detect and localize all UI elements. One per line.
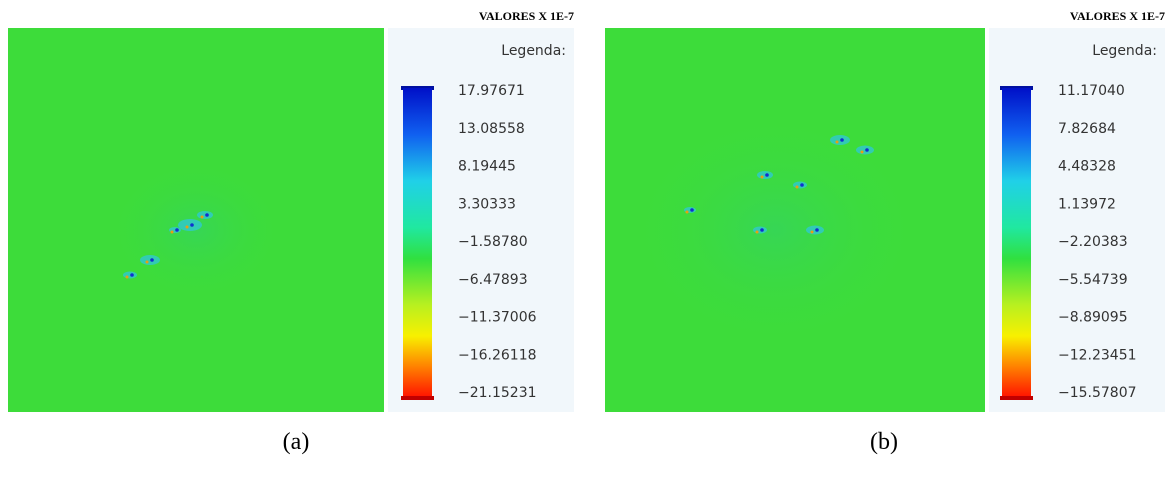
field-feature [815, 228, 819, 232]
panel: VALORES X 1E-7 Legenda: 11.17040 7.82684 4.4… [605, 9, 1165, 455]
field-feature [806, 226, 824, 235]
legend-label: −5.54739 [1058, 272, 1128, 288]
field-feature [861, 151, 864, 154]
panel: VALORES X 1E-7 Legenda: 17.97671 13.08558 8.… [8, 9, 574, 455]
legend-label: −15.57807 [1058, 385, 1137, 401]
caption: (a) [283, 429, 310, 455]
legend-label: −6.47893 [458, 272, 528, 288]
field-feature [197, 211, 213, 219]
legend-label: 11.17040 [1058, 83, 1125, 99]
field-feature [190, 223, 194, 227]
field-feature [686, 211, 689, 214]
colorbar [403, 88, 432, 398]
caption: (b) [870, 429, 898, 455]
field-feature [796, 186, 799, 189]
legend-label: 3.30333 [458, 196, 516, 212]
field-feature [761, 176, 764, 179]
legend-header: VALORES X 1E-7 [1070, 9, 1165, 23]
field-feature [865, 148, 869, 152]
field-feature [765, 173, 769, 177]
legend-label: −12.23451 [1058, 347, 1137, 363]
colorbar-cap [401, 396, 434, 400]
legend-label: −21.15231 [458, 385, 537, 401]
field-feature [175, 228, 179, 232]
field-feature [757, 171, 773, 179]
legend-label: 4.48328 [1058, 159, 1116, 175]
legend-label: 17.97671 [458, 83, 525, 99]
field-feature [186, 226, 189, 229]
legend-label: 8.19445 [458, 159, 516, 175]
legend-label: −11.37006 [458, 310, 537, 326]
colorbar-cap [1000, 396, 1033, 400]
page: {"panels": [ {"header": "VALORES X 1E-7"… [0, 0, 1173, 486]
field-feature [811, 231, 814, 234]
field-feature [793, 182, 807, 189]
field-feature [756, 231, 759, 234]
field-feature [760, 228, 764, 232]
field-feature [146, 261, 149, 264]
field-feature [840, 138, 844, 142]
figure: VALORES X 1E-7 Legenda: 17.97671 13.08558 8.… [0, 0, 1173, 486]
field-feature [800, 183, 804, 187]
legend-label: 7.82684 [1058, 121, 1116, 137]
field-feature [123, 272, 137, 279]
colorbar [1002, 88, 1031, 398]
field-feature [178, 219, 202, 231]
field-disturbance [625, 110, 925, 350]
legend-label: −2.20383 [1058, 234, 1128, 250]
field-feature [753, 227, 767, 234]
field-feature [836, 141, 839, 144]
field-feature [856, 146, 874, 155]
field-feature [171, 231, 174, 234]
field-feature [205, 213, 209, 217]
field-feature [201, 216, 204, 219]
legend-label: −1.58780 [458, 234, 528, 250]
legend-title: Legenda: [501, 43, 566, 59]
field-feature [150, 258, 154, 262]
field-feature [130, 273, 134, 277]
legend-title: Legenda: [1092, 43, 1157, 59]
legend-header: VALORES X 1E-7 [479, 9, 574, 23]
legend-label: 13.08558 [458, 121, 525, 137]
field-feature [690, 208, 694, 212]
legend-label: −16.26118 [458, 347, 537, 363]
field-feature [126, 276, 129, 279]
legend-label: 1.13972 [1058, 196, 1116, 212]
legend-label: −8.89095 [1058, 310, 1128, 326]
field-feature [140, 255, 160, 265]
field-feature [830, 135, 850, 145]
